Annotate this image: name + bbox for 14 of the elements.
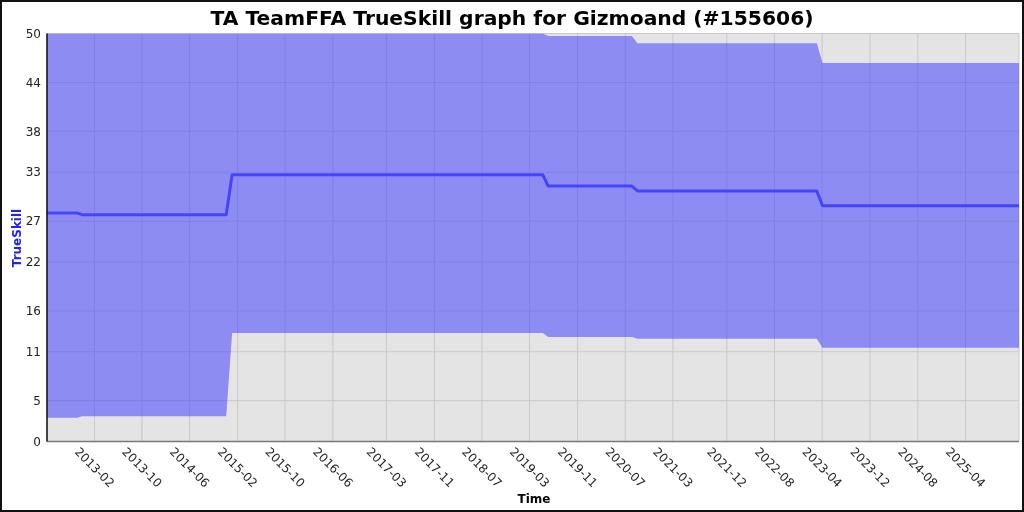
x-axis-title: Time bbox=[517, 492, 551, 506]
y-axis-title: TrueSkill bbox=[10, 208, 24, 268]
y-tick-label: 33 bbox=[25, 165, 41, 180]
y-tick-label: 0 bbox=[33, 434, 41, 449]
line-series bbox=[47, 173, 1019, 217]
y-tick-label: 27 bbox=[25, 214, 41, 229]
y-tick-label: 22 bbox=[25, 255, 41, 270]
y-tick-label: 44 bbox=[25, 75, 41, 90]
chart-title: TA TeamFFA TrueSkill graph for Gizmoand (#155606) bbox=[210, 6, 814, 30]
y-tick-label: 50 bbox=[25, 26, 41, 41]
y-tick-label: 38 bbox=[25, 124, 41, 139]
y-tick-label: 5 bbox=[33, 393, 41, 408]
y-tick-label: 11 bbox=[25, 345, 41, 359]
y-tick-label: 16 bbox=[25, 304, 41, 319]
